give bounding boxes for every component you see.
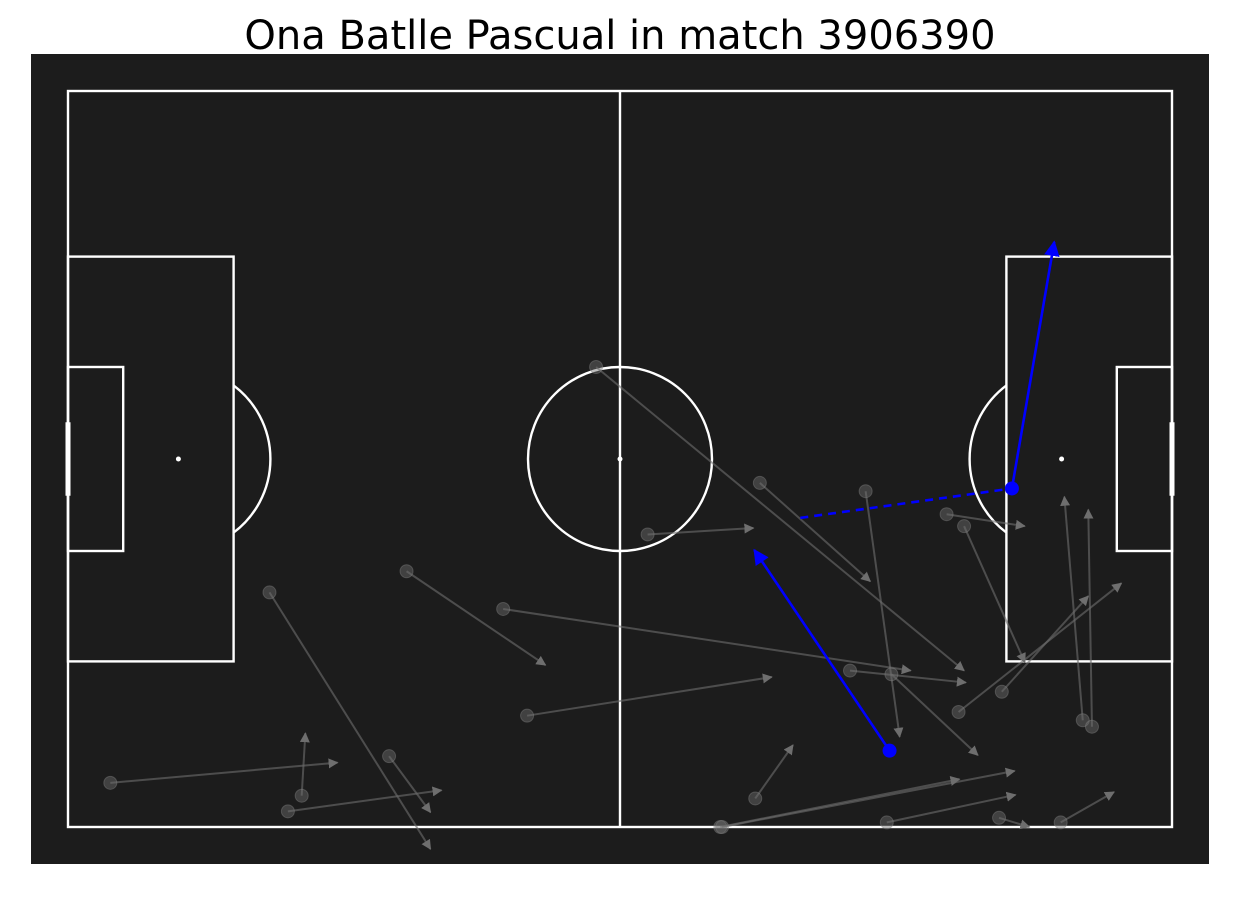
chart-title: Ona Batlle Pascual in match 3906390 xyxy=(244,13,996,59)
other-action-start-point xyxy=(748,791,763,806)
other-action-line xyxy=(595,366,965,672)
other-action-start-point xyxy=(280,804,295,819)
other-action-start-point xyxy=(879,815,894,830)
other-action-line xyxy=(268,591,432,850)
other-action-start-point xyxy=(262,585,277,600)
other-action-line xyxy=(1083,508,1094,727)
other-action-line xyxy=(754,744,794,800)
other-action-line xyxy=(963,525,1026,664)
highlighted-pass-line xyxy=(753,548,891,752)
other-action-start-point xyxy=(640,527,655,542)
highlighted-actions xyxy=(753,240,1060,758)
other-action-line xyxy=(1060,495,1084,721)
other-action-line xyxy=(886,791,1017,824)
other-action-start-point xyxy=(957,519,972,534)
other-action-start-point xyxy=(858,484,873,499)
penalty-spot-right xyxy=(1059,456,1065,462)
other-action-start-point xyxy=(715,820,730,834)
other-action-line xyxy=(957,582,1123,713)
highlighted-pass-start-point xyxy=(882,743,897,758)
other-action-line xyxy=(721,767,1016,828)
other-action-start-point xyxy=(382,749,397,764)
other-action-start-point xyxy=(752,475,767,490)
other-action-line xyxy=(759,482,871,583)
other-action-start-point xyxy=(1075,713,1090,728)
other-action-line xyxy=(503,607,912,675)
highlighted-pass-line xyxy=(1010,240,1060,489)
other-action-start-point xyxy=(496,601,511,616)
other-action-line xyxy=(406,570,547,666)
other-action-line xyxy=(1060,791,1115,824)
penalty-arc-right xyxy=(968,384,1008,534)
penalty-arc-left xyxy=(232,384,272,534)
other-action-start-point xyxy=(994,684,1009,699)
other-action-start-point xyxy=(399,564,414,579)
other-action-start-point xyxy=(951,705,966,719)
other-action-line xyxy=(890,673,979,756)
other-actions xyxy=(103,360,1123,850)
center-spot xyxy=(617,456,623,462)
other-action-line xyxy=(849,669,967,687)
other-action-line xyxy=(299,732,310,796)
other-action-start-point xyxy=(1084,719,1099,734)
other-action-start-point xyxy=(103,775,118,790)
penalty-spot-left xyxy=(175,456,181,462)
other-action-start-point xyxy=(843,663,857,678)
other-action-line xyxy=(388,755,432,814)
other-action-start-point xyxy=(294,788,309,803)
other-action-start-point xyxy=(1053,815,1068,830)
center-circle xyxy=(526,365,714,553)
other-action-start-point xyxy=(520,708,535,723)
other-action-start-point xyxy=(939,507,954,522)
other-action-line xyxy=(110,758,339,784)
other-action-start-point xyxy=(589,360,604,374)
pitch-markings xyxy=(65,89,1175,829)
highlighted-carry-line xyxy=(800,487,1013,520)
other-action-line xyxy=(946,513,1026,530)
other-action-line xyxy=(998,816,1031,830)
other-action-start-point xyxy=(884,667,899,682)
other-action-start-point xyxy=(992,810,1007,825)
other-action-line xyxy=(526,673,773,717)
other-action-line xyxy=(864,491,904,738)
other-action-line xyxy=(647,523,755,536)
